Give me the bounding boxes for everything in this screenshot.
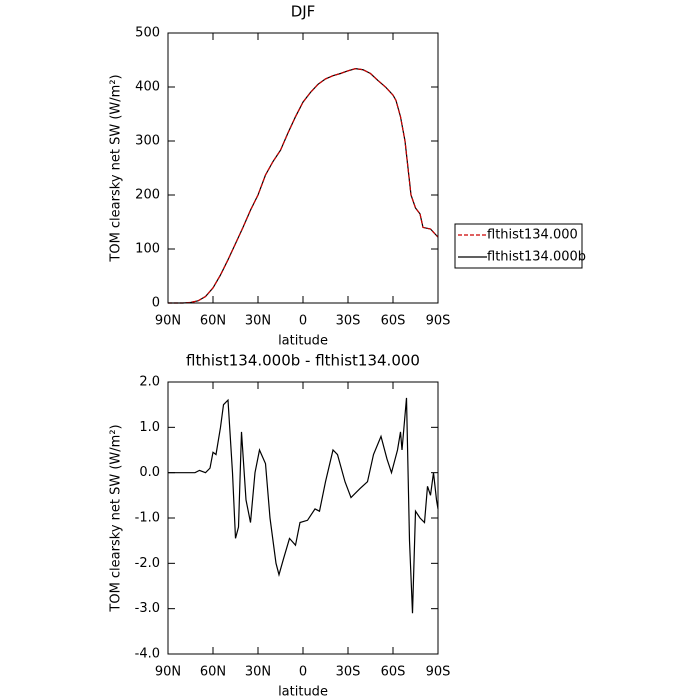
x-tick-label: 90S (426, 665, 451, 680)
y-tick-label: 2.0 (139, 375, 160, 390)
x-tick-label: 30S (336, 314, 361, 329)
y-tick-label: 1.0 (139, 420, 160, 435)
x-tick-label: 30S (336, 665, 361, 680)
x-tick-label: 90S (426, 314, 451, 329)
legend-label: flthist134.000 (487, 228, 578, 243)
y-tick-label: -4.0 (135, 647, 160, 662)
x-tick-label: 30N (245, 665, 271, 680)
y-tick-label: 300 (135, 134, 160, 149)
x-tick-label: 90N (155, 665, 181, 680)
y-tick-label: 400 (135, 80, 160, 95)
y-tick-label: 100 (135, 242, 160, 257)
y-axis-label: TOM clearsky net SW (W/m²) (109, 74, 124, 262)
chart-title: DJF (291, 3, 316, 21)
data-line (168, 397, 439, 614)
x-tick-label: 90N (155, 314, 181, 329)
legend-label: flthist134.000b (487, 250, 586, 265)
x-tick-label: 60N (200, 314, 226, 329)
y-tick-label: 500 (135, 26, 160, 41)
plot-frame (167, 32, 439, 304)
y-tick-label: 200 (135, 188, 160, 203)
x-tick-label: 0 (299, 665, 307, 680)
y-tick-label: -3.0 (135, 601, 160, 616)
y-tick-label: 0.0 (139, 465, 160, 480)
y-axis-label: TOM clearsky net SW (W/m²) (109, 424, 124, 612)
plot-frame (167, 381, 439, 655)
x-tick-label: 60N (200, 665, 226, 680)
x-axis-label: latitude (278, 685, 328, 700)
y-tick-label: 0 (152, 296, 160, 311)
x-tick-label: 60S (381, 314, 406, 329)
legend-box (454, 223, 583, 269)
y-tick-label: -1.0 (135, 511, 160, 526)
chart-title: flthist134.000b - flthist134.000 (186, 352, 420, 370)
x-tick-label: 30N (245, 314, 271, 329)
data-line (168, 68, 439, 304)
x-axis-label: latitude (278, 334, 328, 349)
x-tick-label: 60S (381, 665, 406, 680)
x-tick-label: 0 (299, 314, 307, 329)
y-tick-label: -2.0 (135, 556, 160, 571)
